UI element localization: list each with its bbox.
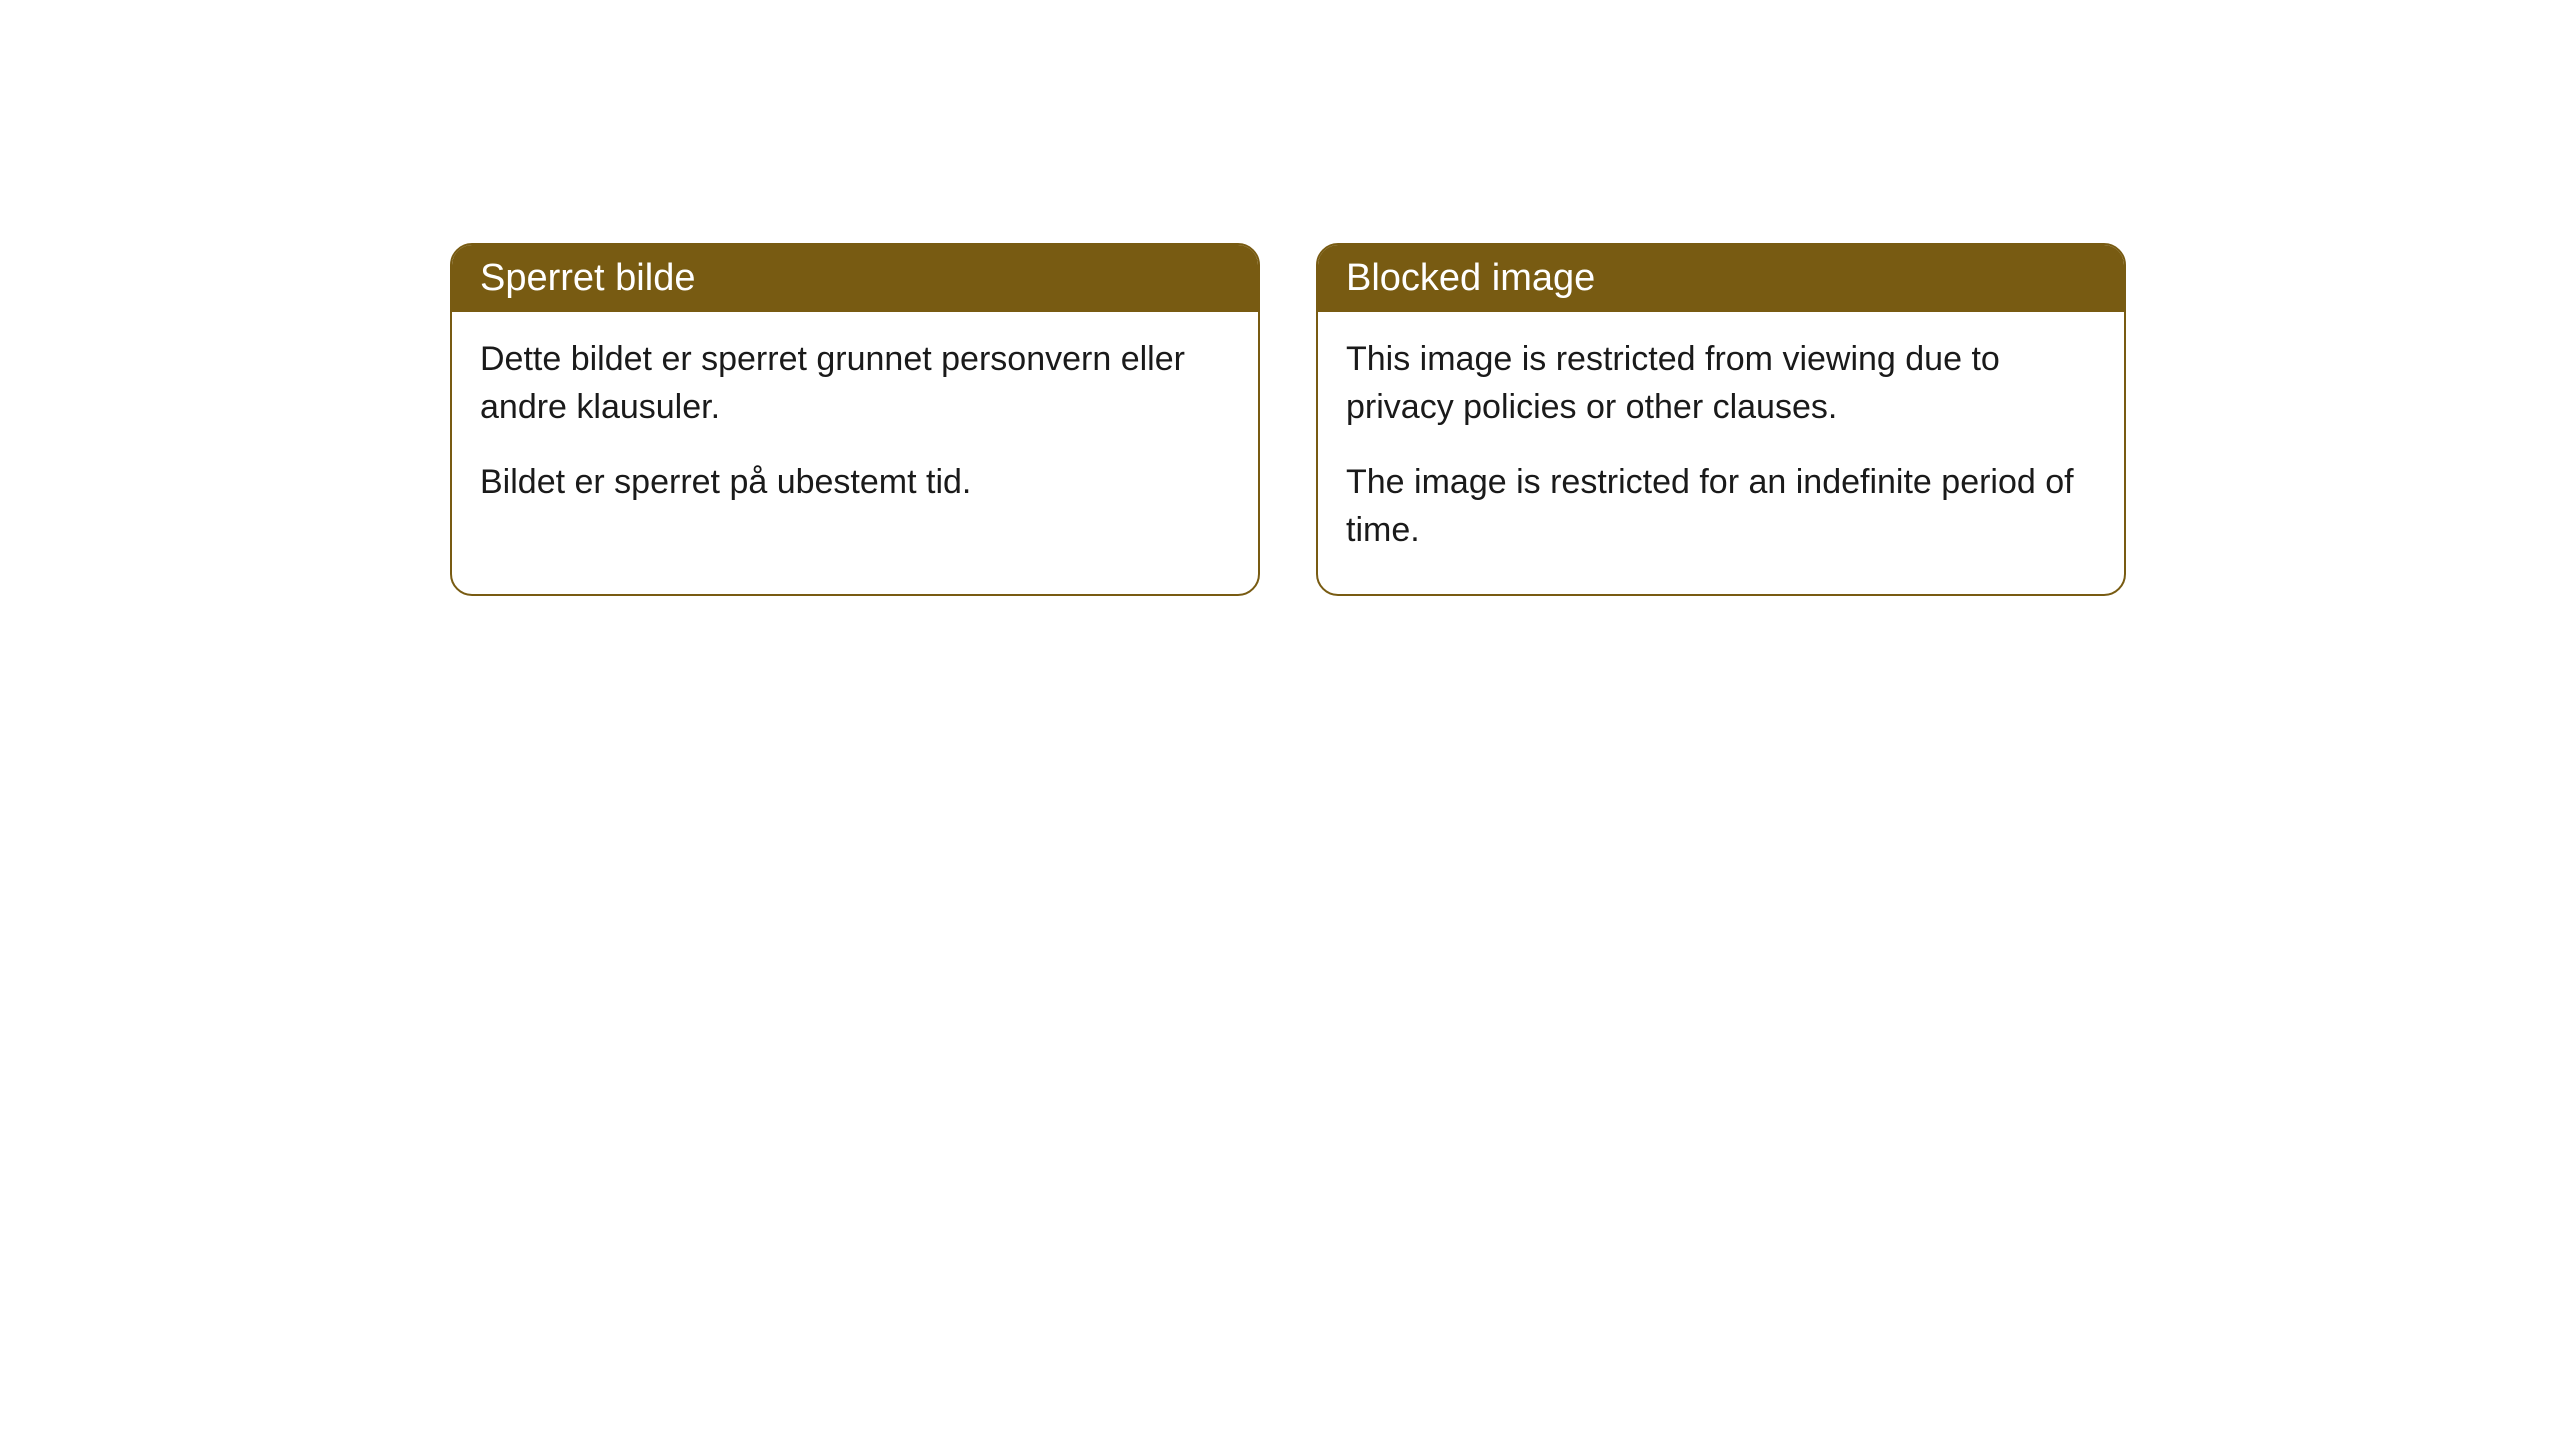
card-paragraph: The image is restricted for an indefinit… (1346, 459, 2096, 554)
blocked-image-card-english: Blocked image This image is restricted f… (1316, 243, 2126, 596)
card-body: Dette bildet er sperret grunnet personve… (452, 312, 1258, 547)
card-header: Sperret bilde (452, 245, 1258, 312)
card-header: Blocked image (1318, 245, 2124, 312)
notice-cards-container: Sperret bilde Dette bildet er sperret gr… (450, 243, 2126, 596)
card-title: Blocked image (1346, 257, 1595, 299)
card-paragraph: This image is restricted from viewing du… (1346, 336, 2096, 431)
blocked-image-card-norwegian: Sperret bilde Dette bildet er sperret gr… (450, 243, 1260, 596)
card-body: This image is restricted from viewing du… (1318, 312, 2124, 594)
card-paragraph: Bildet er sperret på ubestemt tid. (480, 459, 1230, 507)
card-title: Sperret bilde (480, 257, 695, 299)
card-paragraph: Dette bildet er sperret grunnet personve… (480, 336, 1230, 431)
